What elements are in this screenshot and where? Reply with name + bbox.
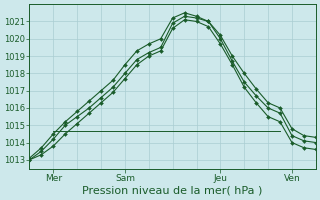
X-axis label: Pression niveau de la mer( hPa ): Pression niveau de la mer( hPa )	[83, 186, 263, 196]
